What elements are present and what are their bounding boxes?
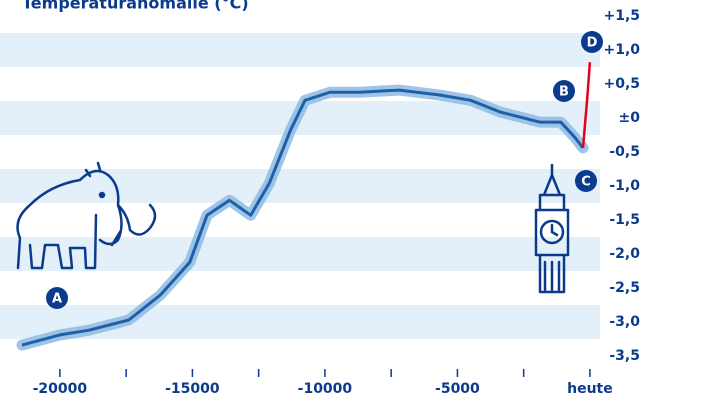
y-tick-label: -2,5 xyxy=(609,280,640,296)
y-tick-label: -2,0 xyxy=(609,246,640,262)
annotation-label: B xyxy=(559,85,569,100)
temperature-line xyxy=(21,88,585,347)
grid-band xyxy=(0,33,600,67)
annotation-badge xyxy=(575,170,597,192)
y-tick-label: +1,5 xyxy=(603,8,640,24)
x-tick-label: -10000 xyxy=(298,381,353,397)
x-tick-label: -5000 xyxy=(435,381,480,397)
mammoth-icon xyxy=(16,161,157,270)
grid-band xyxy=(0,237,600,271)
chart-title: Temperaturanomalie (°C) xyxy=(22,0,249,13)
annotation-badge xyxy=(581,31,603,53)
y-tick-label: -3,5 xyxy=(609,348,640,364)
x-tick-label: -15000 xyxy=(165,381,220,397)
y-tick-label: -1,5 xyxy=(609,212,640,228)
y-tick-label: +0,5 xyxy=(603,76,640,92)
annotation-label: D xyxy=(587,36,598,51)
annotation-label: C xyxy=(581,175,591,190)
y-tick-label: ±0 xyxy=(619,110,641,126)
y-tick-label: -1,0 xyxy=(609,178,640,194)
y-tick-label: +1,0 xyxy=(603,42,640,58)
y-tick-label: -0,5 xyxy=(609,144,640,160)
big-ben-icon xyxy=(534,163,570,294)
annotation-badge xyxy=(553,80,575,102)
modern-line xyxy=(581,62,592,149)
y-tick-label: -3,0 xyxy=(609,314,640,330)
x-tick-label: -20000 xyxy=(33,381,88,397)
annotation-label: A xyxy=(52,292,62,307)
x-tick-label: heute xyxy=(567,381,613,397)
annotation-badge xyxy=(46,287,68,309)
